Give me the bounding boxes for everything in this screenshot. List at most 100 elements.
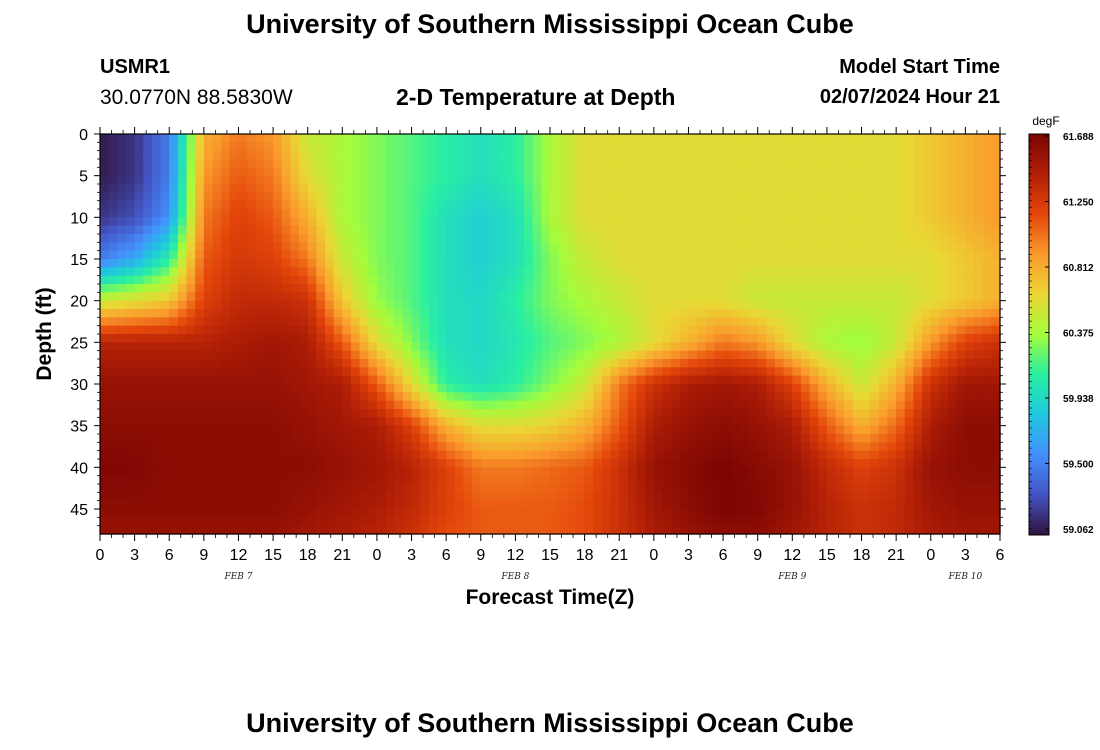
heatmap-cell [723, 492, 733, 502]
heatmap-cell [922, 484, 932, 493]
heatmap-cell [307, 384, 317, 393]
heatmap-cell [878, 159, 889, 168]
heatmap-cell [601, 500, 612, 510]
heatmap-cell [117, 159, 127, 168]
heatmap-cell [835, 400, 845, 410]
heatmap-cell [281, 267, 291, 277]
heatmap-cell [870, 217, 880, 227]
heatmap-cell [385, 417, 395, 427]
heatmap-cell [342, 334, 352, 343]
heatmap-cell [255, 300, 266, 310]
heatmap-cell [385, 459, 395, 468]
heatmap-cell [965, 217, 975, 227]
heatmap-cell [679, 167, 690, 177]
heatmap-cell [368, 475, 378, 485]
heatmap-cell [887, 525, 897, 535]
heatmap-cell [809, 267, 819, 277]
heatmap-cell [333, 517, 343, 527]
heatmap-cell [316, 242, 326, 252]
heatmap-cell [991, 509, 1001, 518]
heatmap-cell [861, 192, 871, 202]
heatmap-cell [489, 292, 499, 302]
heatmap-cell [878, 517, 889, 527]
heatmap-cell [117, 309, 127, 318]
heatmap-cell [151, 342, 162, 352]
heatmap-cell [653, 317, 664, 327]
heatmap-cell [221, 142, 231, 152]
heatmap-cell [255, 192, 266, 202]
heatmap-cell [446, 350, 456, 360]
heatmap-cell [238, 284, 248, 293]
heatmap-cell [818, 134, 828, 143]
heatmap-cell [108, 275, 118, 285]
heatmap-cell [861, 325, 871, 335]
heatmap-cell [489, 284, 499, 293]
heatmap-cell [636, 450, 646, 460]
heatmap-cell [896, 375, 906, 385]
heatmap-cell [749, 392, 759, 402]
heatmap-cell [809, 309, 819, 318]
heatmap-cell [723, 250, 733, 260]
heatmap-cell [238, 350, 248, 360]
heatmap-cell [221, 325, 231, 335]
heatmap-cell [792, 492, 802, 502]
heatmap-cell [731, 350, 741, 360]
heatmap-cell [532, 400, 542, 410]
heatmap-cell [593, 384, 603, 393]
heatmap-cell [532, 167, 542, 177]
heatmap-cell [783, 142, 793, 152]
heatmap-cell [420, 225, 430, 235]
heatmap-cell [472, 367, 482, 377]
heatmap-cell [229, 417, 240, 427]
heatmap-cell [775, 400, 785, 410]
heatmap-cell [428, 192, 439, 202]
heatmap-cell [948, 500, 958, 510]
heatmap-cell [627, 275, 638, 285]
heatmap-cell [169, 225, 179, 235]
heatmap-cell [273, 492, 283, 502]
heatmap-cell [498, 292, 508, 302]
heatmap-cell [792, 517, 802, 527]
heatmap-cell [498, 367, 508, 377]
heatmap-cell [783, 134, 793, 143]
heatmap-cell [731, 417, 741, 427]
heatmap-cell [757, 300, 767, 310]
heatmap-cell [913, 492, 923, 502]
heatmap-cell [411, 484, 421, 493]
heatmap-cell [411, 242, 421, 252]
heatmap-cell [610, 259, 620, 268]
heatmap-cell [515, 367, 525, 377]
heatmap-cell [714, 167, 724, 177]
heatmap-cell [394, 175, 404, 185]
heatmap-cell [264, 200, 274, 210]
heatmap-cell [264, 384, 274, 393]
heatmap-cell [878, 400, 889, 410]
heatmap-cell [177, 159, 188, 168]
heatmap-cell [723, 175, 733, 185]
heatmap-cell [705, 392, 716, 402]
heatmap-cell [740, 417, 750, 427]
heatmap-cell [870, 300, 880, 310]
heatmap-cell [870, 359, 880, 368]
heatmap-cell [541, 259, 551, 268]
heatmap-cell [454, 309, 465, 318]
heatmap-cell [333, 134, 343, 143]
heatmap-cell [255, 142, 266, 152]
heatmap-cell [636, 267, 646, 277]
heatmap-cell [498, 500, 508, 510]
heatmap-cell [826, 242, 837, 252]
heatmap-cell [982, 375, 992, 385]
heatmap-cell [143, 509, 153, 518]
heatmap-cell [437, 242, 447, 252]
heatmap-cell [887, 217, 897, 227]
chart-title: University of Southern Mississippi Ocean… [246, 9, 854, 39]
heatmap-cell [939, 192, 949, 202]
heatmap-cell [792, 267, 802, 277]
heatmap-cell [878, 217, 889, 227]
heatmap-cell [948, 275, 958, 285]
heatmap-cell [870, 159, 880, 168]
heatmap-cell [723, 225, 733, 235]
heatmap-cell [186, 159, 196, 168]
heatmap-cell [541, 484, 551, 493]
heatmap-cell [584, 184, 594, 193]
